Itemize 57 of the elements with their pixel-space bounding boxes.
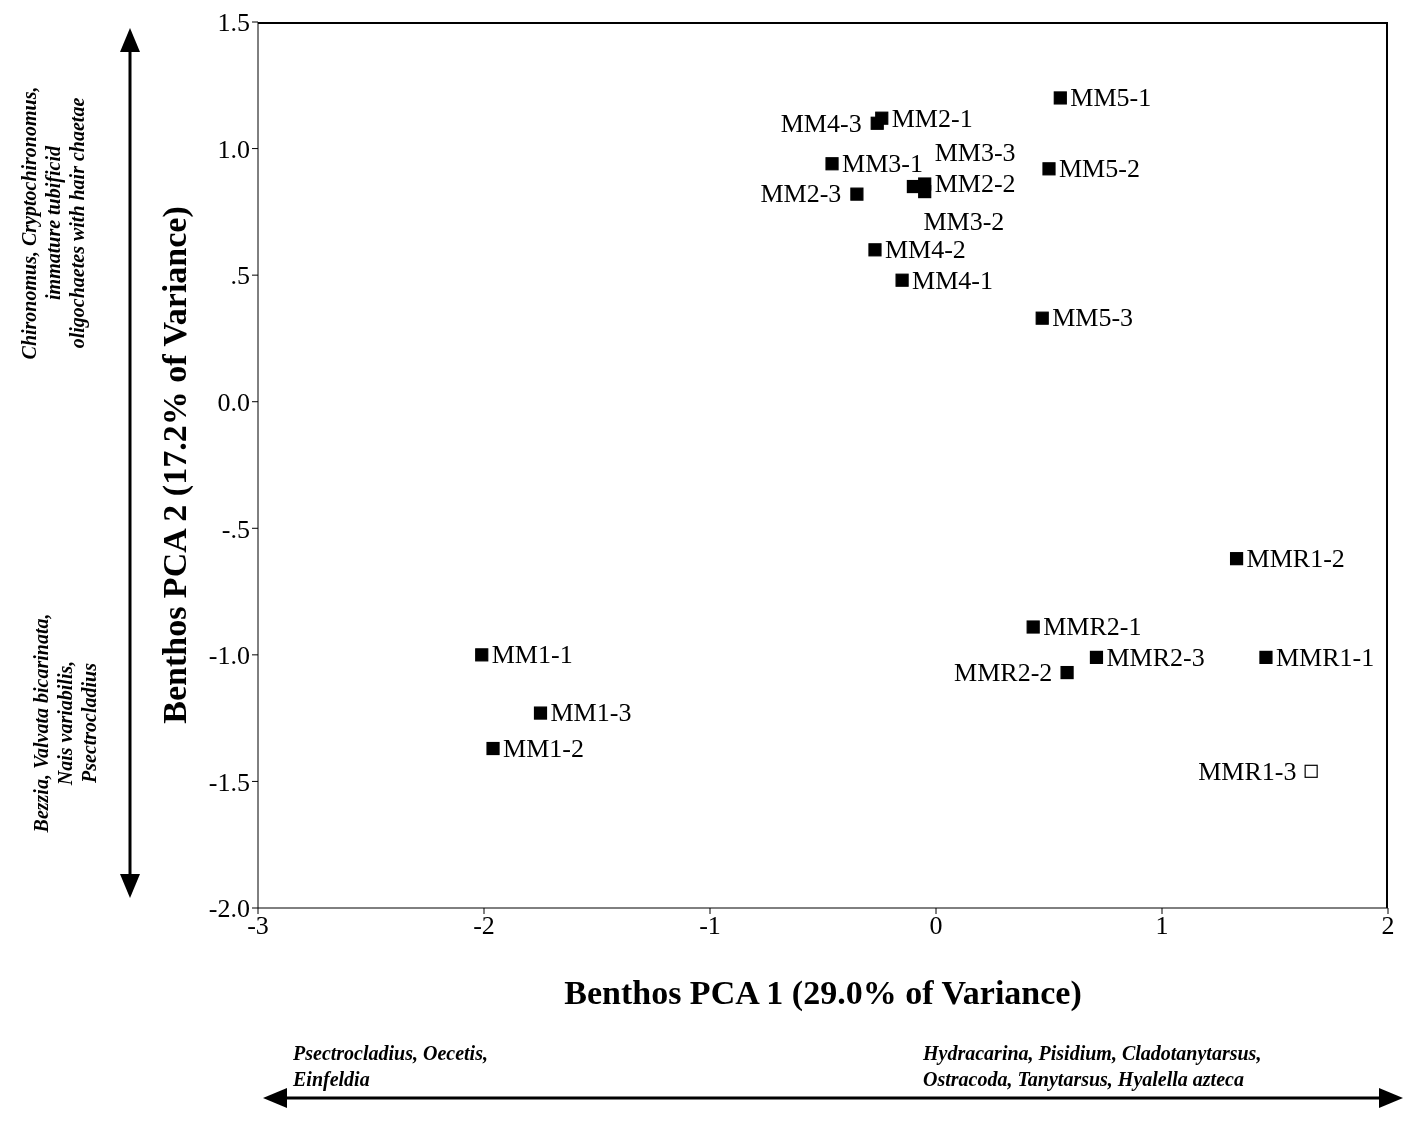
x-tick-label: -2 (473, 911, 495, 941)
annotation: MM2-1 (891, 103, 973, 133)
point (870, 116, 884, 130)
x-axis-title: Benthos PCA 1 (29.0% of Variance) (564, 974, 1082, 1012)
annotation: MMR2-1 (1043, 612, 1142, 642)
y-tick-label: -.5 (221, 514, 250, 544)
annotation: MM4-2 (884, 235, 966, 265)
point (475, 648, 489, 662)
annotation: MM2-3 (760, 179, 842, 209)
x-tick-label: 1 (1155, 911, 1169, 941)
point (486, 741, 500, 756)
annotation: MMR2-3 (1106, 642, 1205, 672)
annotation: MM3-2 (923, 206, 1005, 236)
point (868, 243, 882, 257)
annotation: MM1-3 (550, 698, 632, 728)
point (1229, 552, 1244, 566)
y-tick-label: 1.0 (217, 134, 250, 164)
point (1053, 91, 1067, 105)
annotation: MM4-1 (912, 265, 994, 295)
point (1042, 162, 1056, 176)
annotation: MMR2-2 (954, 657, 1053, 687)
point (533, 706, 548, 720)
point (850, 187, 864, 201)
annotation: MM4-3 (780, 108, 862, 138)
point (1259, 650, 1273, 664)
annotation: MM3-3 (934, 137, 1016, 167)
x-tick-label: -1 (699, 911, 721, 941)
point (825, 157, 839, 171)
annotation: MM2-2 (934, 169, 1016, 199)
annotation: MMR1-1 (1275, 642, 1375, 672)
annotation: MM5-1 (1070, 83, 1152, 113)
annotation: MM1-2 (503, 733, 584, 763)
annotation: MM5-3 (1052, 303, 1134, 333)
point (1060, 665, 1074, 680)
y-tick-label: -1.0 (208, 641, 250, 671)
y-tick-label: -2.0 (208, 894, 250, 924)
point (1304, 764, 1318, 778)
annotation: MM5-2 (1059, 154, 1140, 184)
text: Chironomus, Cryptochironomus, immature tubificid oligochaetes with hair chaetae (18, 86, 89, 360)
annotation: MMR1-2 (1246, 543, 1345, 573)
annotation: MM1-1 (491, 640, 573, 670)
x-tick-label: 0 (929, 911, 943, 941)
point (1035, 311, 1049, 325)
annotation: MMR1-3 (1198, 756, 1297, 786)
point (1089, 650, 1104, 664)
y-tick-label: 1.5 (217, 8, 250, 38)
y-axis-title: Benthos PCA 2 (17.2% of Variance) (156, 206, 194, 724)
y-tick-label: .5 (230, 261, 250, 291)
text: Bezzia, Valvata bicarinata, Nais variabilis, Psectrocladius (30, 613, 100, 834)
text: Hydracarina, Pisidium, Cladotanytarsus, Ostracoda, Tanytarsus, Hyalella azteca (922, 1042, 1262, 1091)
y-tick-label: -1.5 (208, 767, 250, 797)
point (1026, 620, 1040, 634)
point (895, 273, 909, 287)
y-tick-label: 0.0 (217, 387, 250, 417)
annotation: MM3-1 (842, 149, 923, 179)
x-tick-label: 2 (1381, 911, 1395, 941)
text: Psectrocladius, Oecetis, Einfeldia (292, 1042, 488, 1091)
